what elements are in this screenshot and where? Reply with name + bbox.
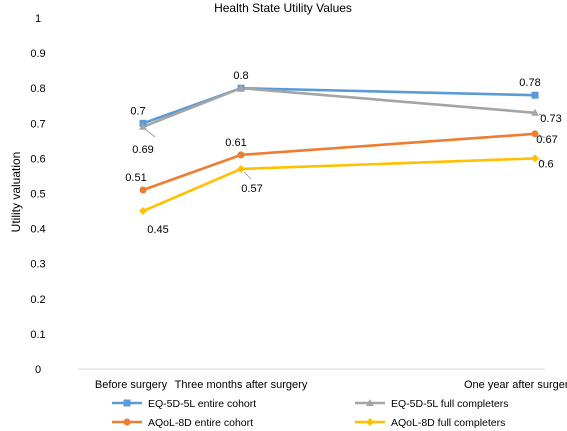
y-axis-label: Utility valuation <box>9 152 23 233</box>
y-tick-label: 0.7 <box>30 118 45 130</box>
data-label: 0.78 <box>519 77 540 89</box>
leader-line <box>243 171 252 180</box>
x-tick-label: Three months after surgery <box>175 379 308 391</box>
chart-title: Health State Utility Values <box>214 1 352 15</box>
data-point-marker <box>531 91 539 99</box>
data-labels: 0.7 0.8 0.78 0.69 0.73 0.51 0.61 0.67 0.45 0.57 0.… <box>125 70 561 236</box>
data-point-marker <box>237 151 245 159</box>
series-line <box>142 86 536 125</box>
series-line <box>142 157 536 213</box>
y-tick-label: 0.6 <box>30 153 45 165</box>
y-tick-labels: 0 0.1 0.2 0.3 0.4 0.5 0.6 0.7 0.8 0.9 1 <box>30 13 45 376</box>
y-tick-label: 0.5 <box>30 189 45 201</box>
leader-line <box>538 113 546 118</box>
legend-label: AQoL-8D entire cohort <box>148 417 253 429</box>
data-point-marker <box>237 164 245 173</box>
y-tick-label: 0.3 <box>30 259 45 271</box>
data-label: 0.45 <box>147 224 168 236</box>
x-tick-label: Before surgery <box>95 379 168 391</box>
legend-label: EQ-5D-5L entire cohort <box>148 398 256 410</box>
series-line <box>142 132 536 192</box>
legend: EQ-5D-5L entire cohort EQ-5D-5L full comp… <box>112 398 508 429</box>
y-tick-label: 1 <box>35 13 41 25</box>
legend-marker <box>123 399 131 407</box>
data-label: 0.61 <box>225 137 246 149</box>
data-point-marker <box>531 154 539 163</box>
data-point-marker <box>139 186 147 194</box>
x-tick-labels: Before surgery Three months after surgery… <box>95 379 567 391</box>
data-point-marker <box>139 207 147 216</box>
data-point-marker <box>139 122 147 130</box>
x-tick-label: One year after surgery <box>464 379 567 391</box>
leader-line <box>538 158 546 163</box>
legend-marker <box>366 418 374 426</box>
data-label: 0.51 <box>125 172 146 184</box>
y-tick-label: 0.1 <box>30 329 45 341</box>
data-label: 0.73 <box>540 113 561 125</box>
data-label: 0.7 <box>130 105 145 117</box>
series-lines <box>142 86 536 213</box>
leader-line <box>145 129 156 138</box>
data-point-marker <box>237 84 245 92</box>
data-point-marker <box>531 108 539 116</box>
data-label: 0.8 <box>233 70 248 82</box>
leader-line <box>538 134 546 139</box>
legend-marker <box>123 418 131 426</box>
legend-label: AQoL-8D full completers <box>391 417 505 429</box>
data-label: 0.67 <box>536 134 557 146</box>
y-tick-label: 0 <box>35 364 41 376</box>
data-label: 0.57 <box>241 183 262 195</box>
legend-marker <box>366 399 374 406</box>
series-markers <box>139 84 539 216</box>
y-tick-label: 0.2 <box>30 294 45 306</box>
data-point-marker <box>531 130 539 138</box>
y-tick-label: 0.9 <box>30 48 45 60</box>
legend-label: EQ-5D-5L full completers <box>391 398 508 410</box>
y-tick-label: 0.4 <box>30 224 45 236</box>
label-leader-lines <box>145 113 546 180</box>
data-label: 0.6 <box>538 158 553 170</box>
data-label: 0.69 <box>132 144 153 156</box>
y-tick-label: 0.8 <box>30 83 45 95</box>
